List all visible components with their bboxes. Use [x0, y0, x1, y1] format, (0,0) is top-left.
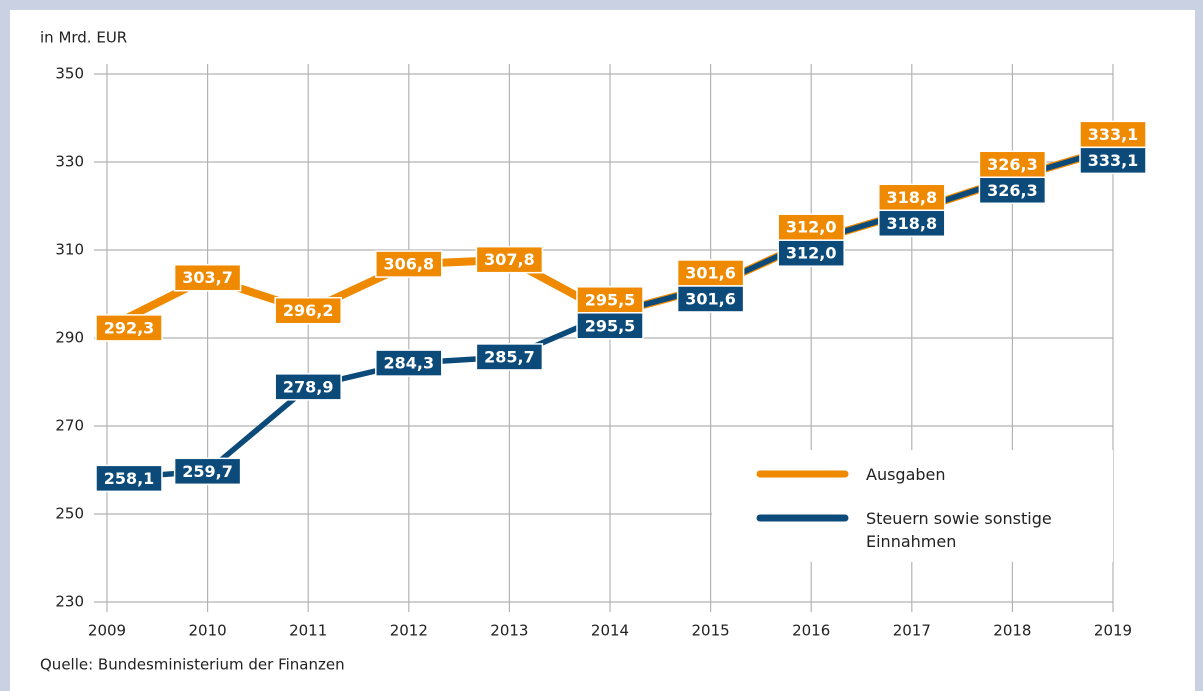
x-tick-label: 2017	[893, 622, 931, 640]
value-label: 312,0	[786, 244, 837, 263]
value-label-box	[1079, 146, 1147, 175]
value-label: 307,8	[484, 250, 535, 269]
x-tick-label: 2013	[490, 622, 528, 640]
x-tick-label: 2010	[189, 622, 227, 640]
value-label-box	[475, 245, 544, 274]
y-tick-label: 270	[55, 417, 84, 435]
value-label: 312,0	[786, 218, 837, 237]
value-label: 285,7	[484, 347, 535, 366]
value-label-box	[878, 209, 946, 238]
value-label: 333,1	[1088, 151, 1139, 170]
value-label: 301,6	[685, 289, 736, 308]
value-label: 318,8	[886, 214, 937, 233]
value-label-box	[274, 373, 342, 401]
x-tick-label: 2015	[692, 622, 730, 640]
value-label: 295,5	[585, 290, 636, 309]
x-tick-label: 2016	[792, 622, 830, 640]
source: Quelle: Bundesministerium der Finanzen	[40, 656, 345, 674]
x-tick-label: 2012	[390, 622, 428, 640]
value-label-box	[978, 176, 1047, 205]
value-label: 278,9	[283, 377, 334, 396]
x-tick-label: 2014	[591, 622, 629, 640]
value-label: 284,3	[383, 354, 434, 373]
value-label-box	[1079, 120, 1147, 149]
value-label: 333,1	[1088, 125, 1139, 144]
x-tick-label: 2019	[1094, 622, 1132, 640]
value-label-box	[475, 343, 544, 371]
value-label: 258,1	[104, 469, 155, 488]
value-label: 318,8	[886, 188, 937, 207]
value-label: 301,6	[685, 263, 736, 282]
value-label: 292,3	[104, 318, 155, 337]
y-tick-label: 350	[55, 65, 84, 83]
value-label: 326,3	[987, 181, 1038, 200]
value-label-box	[173, 457, 242, 486]
value-label: 303,7	[182, 268, 233, 287]
value-label-box	[676, 285, 745, 313]
y-tick-label: 290	[55, 329, 84, 347]
value-label: 295,5	[585, 316, 636, 335]
value-label-box	[95, 314, 163, 342]
value-label-box	[173, 263, 242, 292]
value-label-box	[274, 296, 342, 325]
y-tick-label: 250	[55, 505, 84, 523]
value-label-box	[777, 213, 845, 241]
value-label-box	[375, 250, 443, 278]
legend-box	[712, 450, 1113, 562]
value-label-box	[375, 349, 443, 377]
value-label-box	[777, 239, 845, 267]
y-tick-label: 330	[55, 153, 84, 171]
x-tick-label: 2018	[993, 622, 1031, 640]
y-tick-label: 310	[55, 241, 84, 259]
value-label-box	[95, 464, 163, 493]
x-tick-label: 2009	[88, 622, 126, 640]
y-tick-label: 230	[55, 593, 84, 611]
y-axis-label: in Mrd. EUR	[40, 29, 127, 47]
value-label: 296,2	[283, 301, 334, 320]
value-label: 306,8	[383, 255, 434, 274]
legend-label: Ausgaben	[866, 465, 946, 484]
legend-label: Steuern sowie sonstige Einnahmen	[866, 509, 1052, 551]
value-label-box	[878, 183, 946, 212]
value-label: 259,7	[182, 462, 233, 481]
value-label: 326,3	[987, 155, 1038, 174]
value-label-box	[576, 312, 644, 340]
x-tick-label: 2011	[289, 622, 327, 640]
